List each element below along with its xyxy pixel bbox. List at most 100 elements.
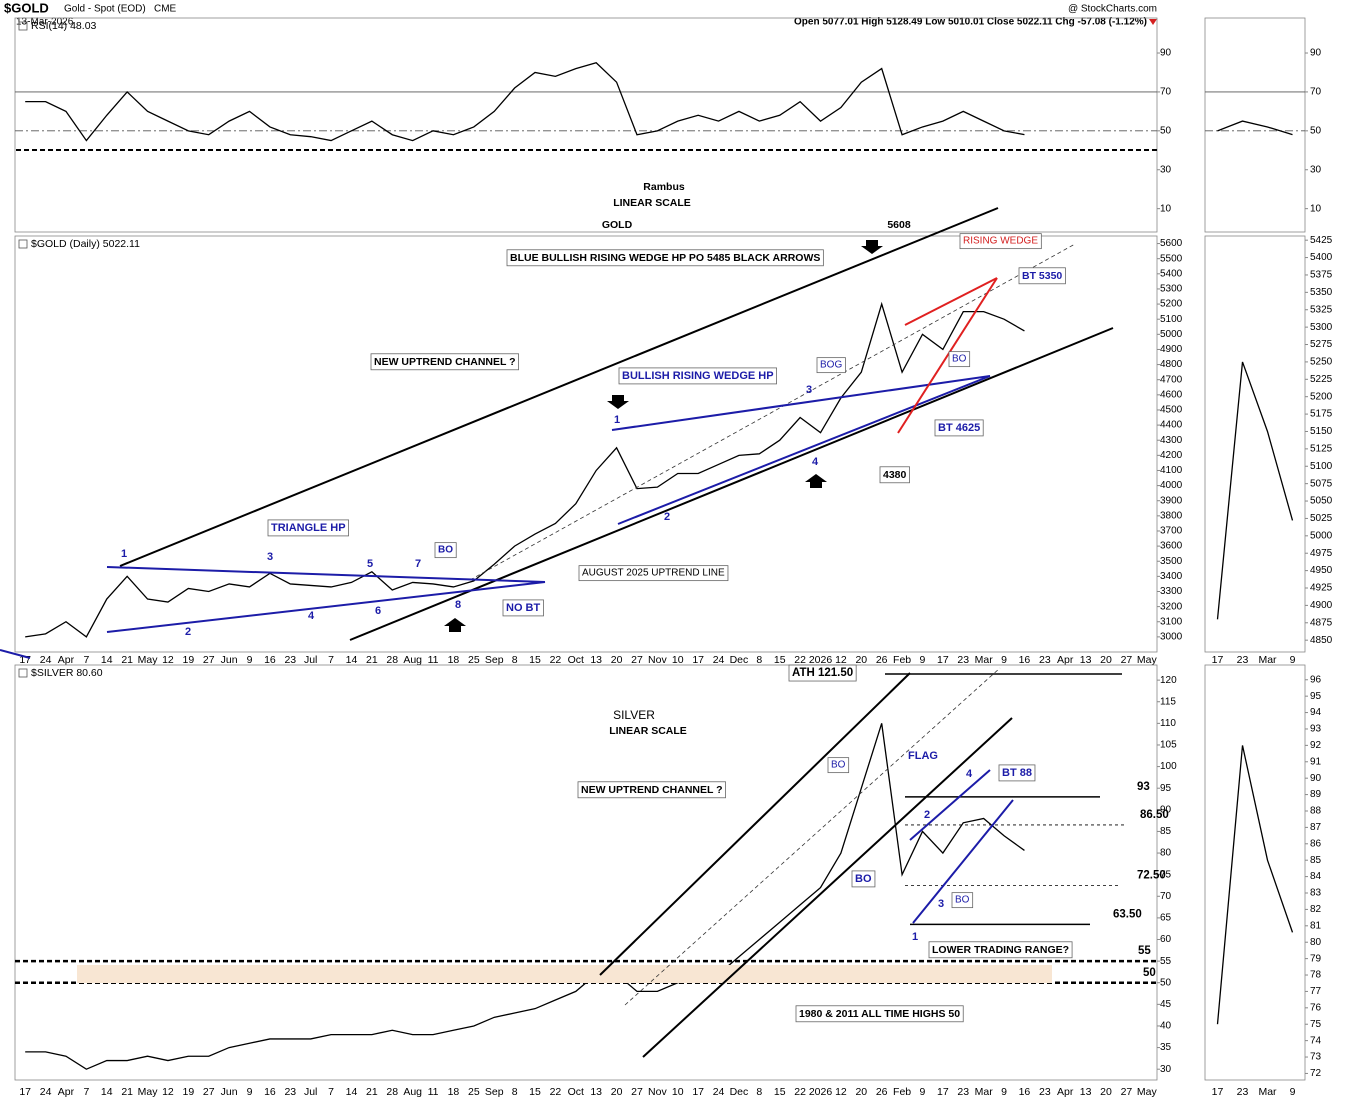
x-tick-label: 12 bbox=[835, 1086, 847, 1098]
price-line bbox=[25, 62, 1025, 142]
y-tick-label: 4850 bbox=[1310, 635, 1333, 646]
x-tick-label: Mar bbox=[975, 654, 994, 666]
instrument-name: Gold - Spot (EOD) bbox=[64, 4, 146, 15]
y-tick-label: 78 bbox=[1310, 970, 1322, 981]
annotation: FLAG bbox=[908, 750, 938, 762]
x-tick-label: 22 bbox=[794, 1086, 806, 1098]
y-tick-label: 105 bbox=[1160, 740, 1177, 751]
y-tick-label: 5350 bbox=[1310, 287, 1333, 298]
trendline bbox=[469, 243, 1076, 581]
x-tick-label: 9 bbox=[920, 654, 926, 666]
x-tick-label: 27 bbox=[203, 1086, 215, 1098]
annotation: GOLD bbox=[602, 219, 633, 231]
annotation: 1 bbox=[121, 548, 127, 560]
panel-title: RSI(14) 48.03 bbox=[31, 20, 97, 32]
x-tick-label: 20 bbox=[855, 654, 867, 666]
y-tick-label: 3900 bbox=[1160, 495, 1183, 506]
x-tick-label: 7 bbox=[83, 1086, 89, 1098]
y-tick-label: 3500 bbox=[1160, 556, 1183, 567]
y-tick-label: 30 bbox=[1310, 164, 1322, 175]
arrow-down bbox=[607, 395, 629, 409]
x-tick-label: 11 bbox=[428, 654, 439, 666]
label-box bbox=[267, 519, 349, 537]
down-marker bbox=[1149, 19, 1157, 25]
x-tick-label: 15 bbox=[774, 654, 786, 666]
y-tick-label: 5300 bbox=[1160, 284, 1183, 295]
level-label: 93 bbox=[1137, 781, 1150, 793]
y-tick-label: 5300 bbox=[1310, 322, 1333, 333]
y-tick-label: 3300 bbox=[1160, 586, 1183, 597]
panel-icon bbox=[18, 21, 28, 31]
x-tick-label: 26 bbox=[876, 654, 888, 666]
x-tick-label: Feb bbox=[893, 1086, 911, 1098]
y-tick-label: 85 bbox=[1310, 855, 1322, 866]
annotation: 1 bbox=[614, 414, 620, 426]
y-tick-label: 5075 bbox=[1310, 478, 1333, 489]
x-tick-label: 15 bbox=[774, 1086, 786, 1098]
label-box bbox=[816, 357, 846, 374]
y-tick-label: 5250 bbox=[1310, 357, 1333, 368]
label-box bbox=[370, 353, 519, 371]
annotation: RISING WEDGE bbox=[963, 236, 1038, 247]
x-tick-label: 18 bbox=[448, 654, 460, 666]
panel-frame bbox=[14, 17, 1158, 233]
y-tick-label: 30 bbox=[1160, 164, 1172, 175]
y-tick-label: 5275 bbox=[1310, 339, 1333, 350]
annotation: 2 bbox=[664, 511, 670, 523]
x-tick-label: Mar bbox=[1258, 1086, 1277, 1098]
x-tick-label: May bbox=[1137, 1086, 1158, 1098]
x-tick-label: 17 bbox=[1212, 1086, 1224, 1098]
annotation: ATH 121.50 bbox=[792, 667, 853, 679]
y-tick-label: 3100 bbox=[1160, 616, 1183, 627]
x-tick-label: Dec bbox=[730, 1086, 749, 1098]
x-tick-label: 15 bbox=[529, 1086, 541, 1098]
x-tick-label: 27 bbox=[631, 1086, 643, 1098]
annotation: LINEAR SCALE bbox=[613, 197, 691, 209]
x-tick-label: 20 bbox=[611, 654, 623, 666]
x-tick-label: Apr bbox=[58, 1086, 75, 1098]
y-tick-label: 4900 bbox=[1160, 344, 1183, 355]
x-tick-label: 27 bbox=[1121, 1086, 1133, 1098]
panel-frame bbox=[1204, 17, 1306, 233]
x-tick-label: Mar bbox=[975, 1086, 994, 1098]
x-tick-label: 23 bbox=[1237, 654, 1249, 666]
x-tick-label: 23 bbox=[284, 654, 296, 666]
y-tick-label: 5000 bbox=[1310, 530, 1333, 541]
y-tick-label: 30 bbox=[1160, 1064, 1172, 1075]
x-tick-label: Jul bbox=[304, 654, 317, 666]
annotation: 5608 bbox=[887, 219, 911, 231]
x-tick-label: 9 bbox=[247, 654, 253, 666]
x-tick-label: Apr bbox=[1057, 1086, 1074, 1098]
x-tick-label: 2026 bbox=[809, 654, 833, 666]
y-tick-label: 3700 bbox=[1160, 526, 1183, 537]
exchange: CME bbox=[154, 4, 177, 15]
x-tick-label: 9 bbox=[1290, 1086, 1296, 1098]
x-tick-label: 19 bbox=[182, 654, 194, 666]
trendline bbox=[624, 667, 1001, 1006]
x-tick-label: 17 bbox=[937, 654, 949, 666]
y-tick-label: 4700 bbox=[1160, 374, 1183, 385]
annotation: TRIANGLE HP bbox=[271, 522, 346, 534]
y-tick-label: 91 bbox=[1310, 756, 1322, 767]
trendline bbox=[599, 672, 911, 976]
label-box bbox=[928, 941, 1073, 959]
y-tick-label: 79 bbox=[1310, 953, 1322, 964]
label-box bbox=[795, 1005, 964, 1023]
y-tick-label: 120 bbox=[1160, 675, 1177, 686]
y-tick-label: 5175 bbox=[1310, 409, 1333, 420]
trendline bbox=[897, 277, 998, 434]
y-tick-label: 5000 bbox=[1160, 329, 1183, 340]
annotation: 4 bbox=[812, 456, 819, 468]
x-tick-label: 12 bbox=[162, 654, 174, 666]
x-tick-label: Dec bbox=[730, 654, 749, 666]
y-tick-label: 5500 bbox=[1160, 253, 1183, 264]
x-tick-label: 21 bbox=[121, 654, 133, 666]
x-tick-label: 24 bbox=[713, 1086, 725, 1098]
y-tick-label: 45 bbox=[1160, 999, 1172, 1010]
x-tick-label: 20 bbox=[611, 1086, 623, 1098]
y-tick-label: 5600 bbox=[1160, 238, 1183, 249]
x-tick-label: 13 bbox=[590, 654, 602, 666]
x-tick-label: 20 bbox=[1100, 1086, 1112, 1098]
y-tick-label: 80 bbox=[1160, 848, 1172, 859]
x-tick-label: 8 bbox=[756, 1086, 762, 1098]
